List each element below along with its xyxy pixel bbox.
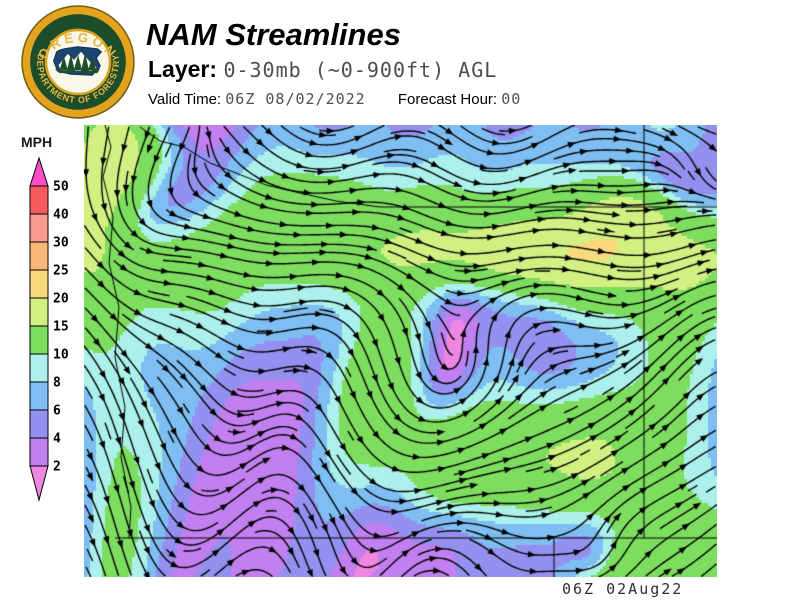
legend-segment: [29, 185, 49, 215]
legend-tick-label: 30: [53, 236, 69, 251]
map-timestamp: 06Z 02Aug22: [562, 580, 684, 598]
layer-label: Layer:: [148, 56, 218, 82]
legend-segment: [29, 297, 49, 327]
valid-time-label: Valid Time:: [148, 91, 222, 108]
legend-segment: [29, 269, 49, 299]
legend-tick-label: 15: [53, 320, 69, 335]
odf-logo: OREGON DEPARTMENT OF FORESTRY: [21, 5, 135, 119]
legend-segment: [29, 325, 49, 355]
legend-arrow-bottom: [29, 465, 49, 502]
logo-oregon-art: [53, 46, 103, 76]
legend-segment: [29, 353, 49, 383]
forecast-hour-label: Forecast Hour:: [397, 91, 498, 108]
legend-tick-label: 2: [53, 460, 61, 475]
legend-tick-label: 8: [53, 376, 61, 391]
legend-segment: [29, 409, 49, 439]
layer-line: Layer: 0-30mb (~0-900ft) AGL: [148, 56, 497, 83]
legend-tick-label: 6: [53, 404, 61, 419]
legend-tick-label: 50: [53, 180, 69, 195]
wind-speed-legend: 50 40 30 25 20 15 10 8 6 4 2: [29, 156, 69, 502]
streamline-map: [84, 125, 717, 577]
legend-segment: [29, 381, 49, 411]
legend-tick-label: 20: [53, 292, 69, 307]
valid-time-value: 06Z 08/02/2022: [225, 90, 366, 108]
legend-tick-label: 25: [53, 264, 69, 279]
legend-segment: [29, 213, 49, 243]
layer-value: 0-30mb (~0-900ft) AGL: [223, 58, 498, 82]
forecast-hour-value: 00: [501, 90, 522, 108]
legend-segment: [29, 241, 49, 271]
valid-time-line: Valid Time: 06Z 08/02/2022 Forecast Hour…: [148, 90, 521, 108]
legend-tick-label: 4: [53, 432, 61, 447]
legend-segment: [29, 437, 49, 467]
legend-tick-label: 10: [53, 348, 69, 363]
legend-arrow-top: [29, 156, 49, 187]
logo-trees: [54, 52, 101, 74]
legend-title: MPH: [21, 134, 53, 150]
legend-tick-label: 40: [53, 208, 69, 223]
page-title: NAM Streamlines: [146, 17, 401, 52]
